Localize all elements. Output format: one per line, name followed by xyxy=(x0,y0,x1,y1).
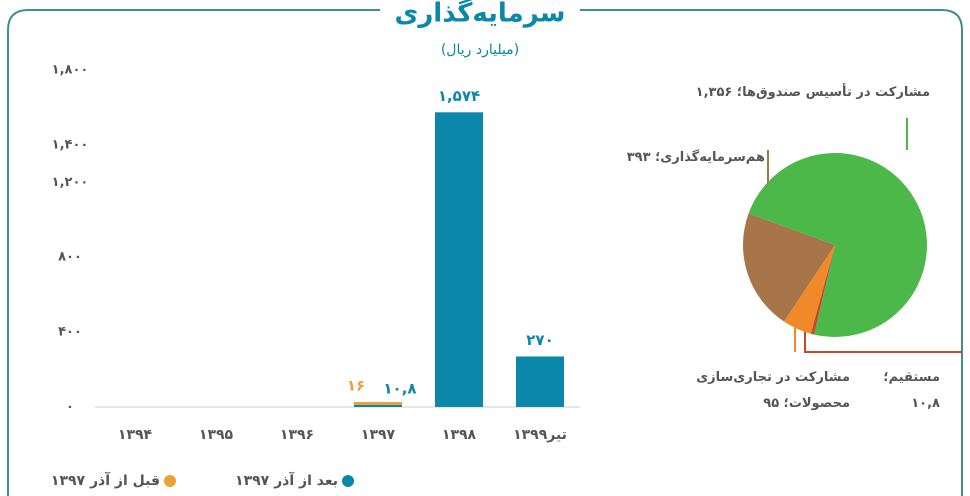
slice-name: هم‌سرمایه‌گذاری؛ xyxy=(655,150,765,165)
y-tick-label: ۰ xyxy=(66,400,74,415)
x-tick-label: ۱۳۹۵ xyxy=(199,427,234,443)
slice-label: مستقیم؛ ۱۰,۸ xyxy=(860,365,940,417)
frame xyxy=(7,9,963,496)
y-tick-label: ۱,۸۰۰ xyxy=(52,63,89,78)
bar xyxy=(435,112,483,407)
slice-label: مشارکت در تأسیس صندوق‌ها؛ ۱,۳۵۶ xyxy=(620,80,930,106)
x-tick-label: ۱۳۹۷ xyxy=(361,427,396,443)
legend-label: بعد از آذر ۱۳۹۷ xyxy=(235,471,338,489)
y-tick-label: ۴۰۰ xyxy=(58,325,82,340)
chart-subtitle: (میلیارد ریال) xyxy=(441,42,519,58)
slice-value: ۱۰,۸ xyxy=(911,396,940,411)
data-label: ۲۷۰ xyxy=(526,331,553,349)
pie-slice xyxy=(742,213,835,322)
data-label: ۱۰,۸ xyxy=(383,379,416,397)
legend-marker xyxy=(164,475,176,487)
slice-label: هم‌سرمایه‌گذاری؛ ۳۹۳ xyxy=(600,145,765,171)
data-label: ۱,۵۷۴ xyxy=(438,87,480,105)
x-tick-label: ۱۳۹۴ xyxy=(118,427,153,443)
legend-marker xyxy=(342,475,354,487)
data-label: ۱۶ xyxy=(347,376,365,394)
slice-name: مشارکت در تجاری‌سازی محصولات؛ xyxy=(696,370,850,411)
bar xyxy=(354,401,402,405)
legend-label: قبل از آذر ۱۳۹۷ xyxy=(51,471,160,489)
slice-label: مشارکت در تجاری‌سازی محصولات؛ ۹۵ xyxy=(630,365,850,417)
x-tick-label: ۱۳۹۸ xyxy=(442,427,477,443)
slice-value: ۹۵ xyxy=(763,396,780,411)
slice-name: مستقیم؛ xyxy=(883,370,940,385)
slice-value: ۱,۳۵۶ xyxy=(695,85,733,100)
y-tick-label: ۸۰۰ xyxy=(58,250,82,265)
bar xyxy=(354,404,402,407)
y-tick-label: ۱,۲۰۰ xyxy=(52,175,89,190)
x-tick-label: ۱۳۹۶ xyxy=(280,427,314,443)
pie-slice xyxy=(748,153,928,337)
slice-name: مشارکت در تأسیس صندوق‌ها؛ xyxy=(736,85,930,100)
pie-slice xyxy=(810,245,835,335)
chart-title: سرمایه‌گذاری xyxy=(395,0,566,29)
y-tick-label: ۱,۴۰۰ xyxy=(52,137,89,152)
x-tick-label: تیر۱۳۹۹ xyxy=(513,427,567,443)
bar xyxy=(516,356,564,407)
slice-value: ۳۹۳ xyxy=(626,150,651,165)
pie-slice xyxy=(783,245,835,334)
